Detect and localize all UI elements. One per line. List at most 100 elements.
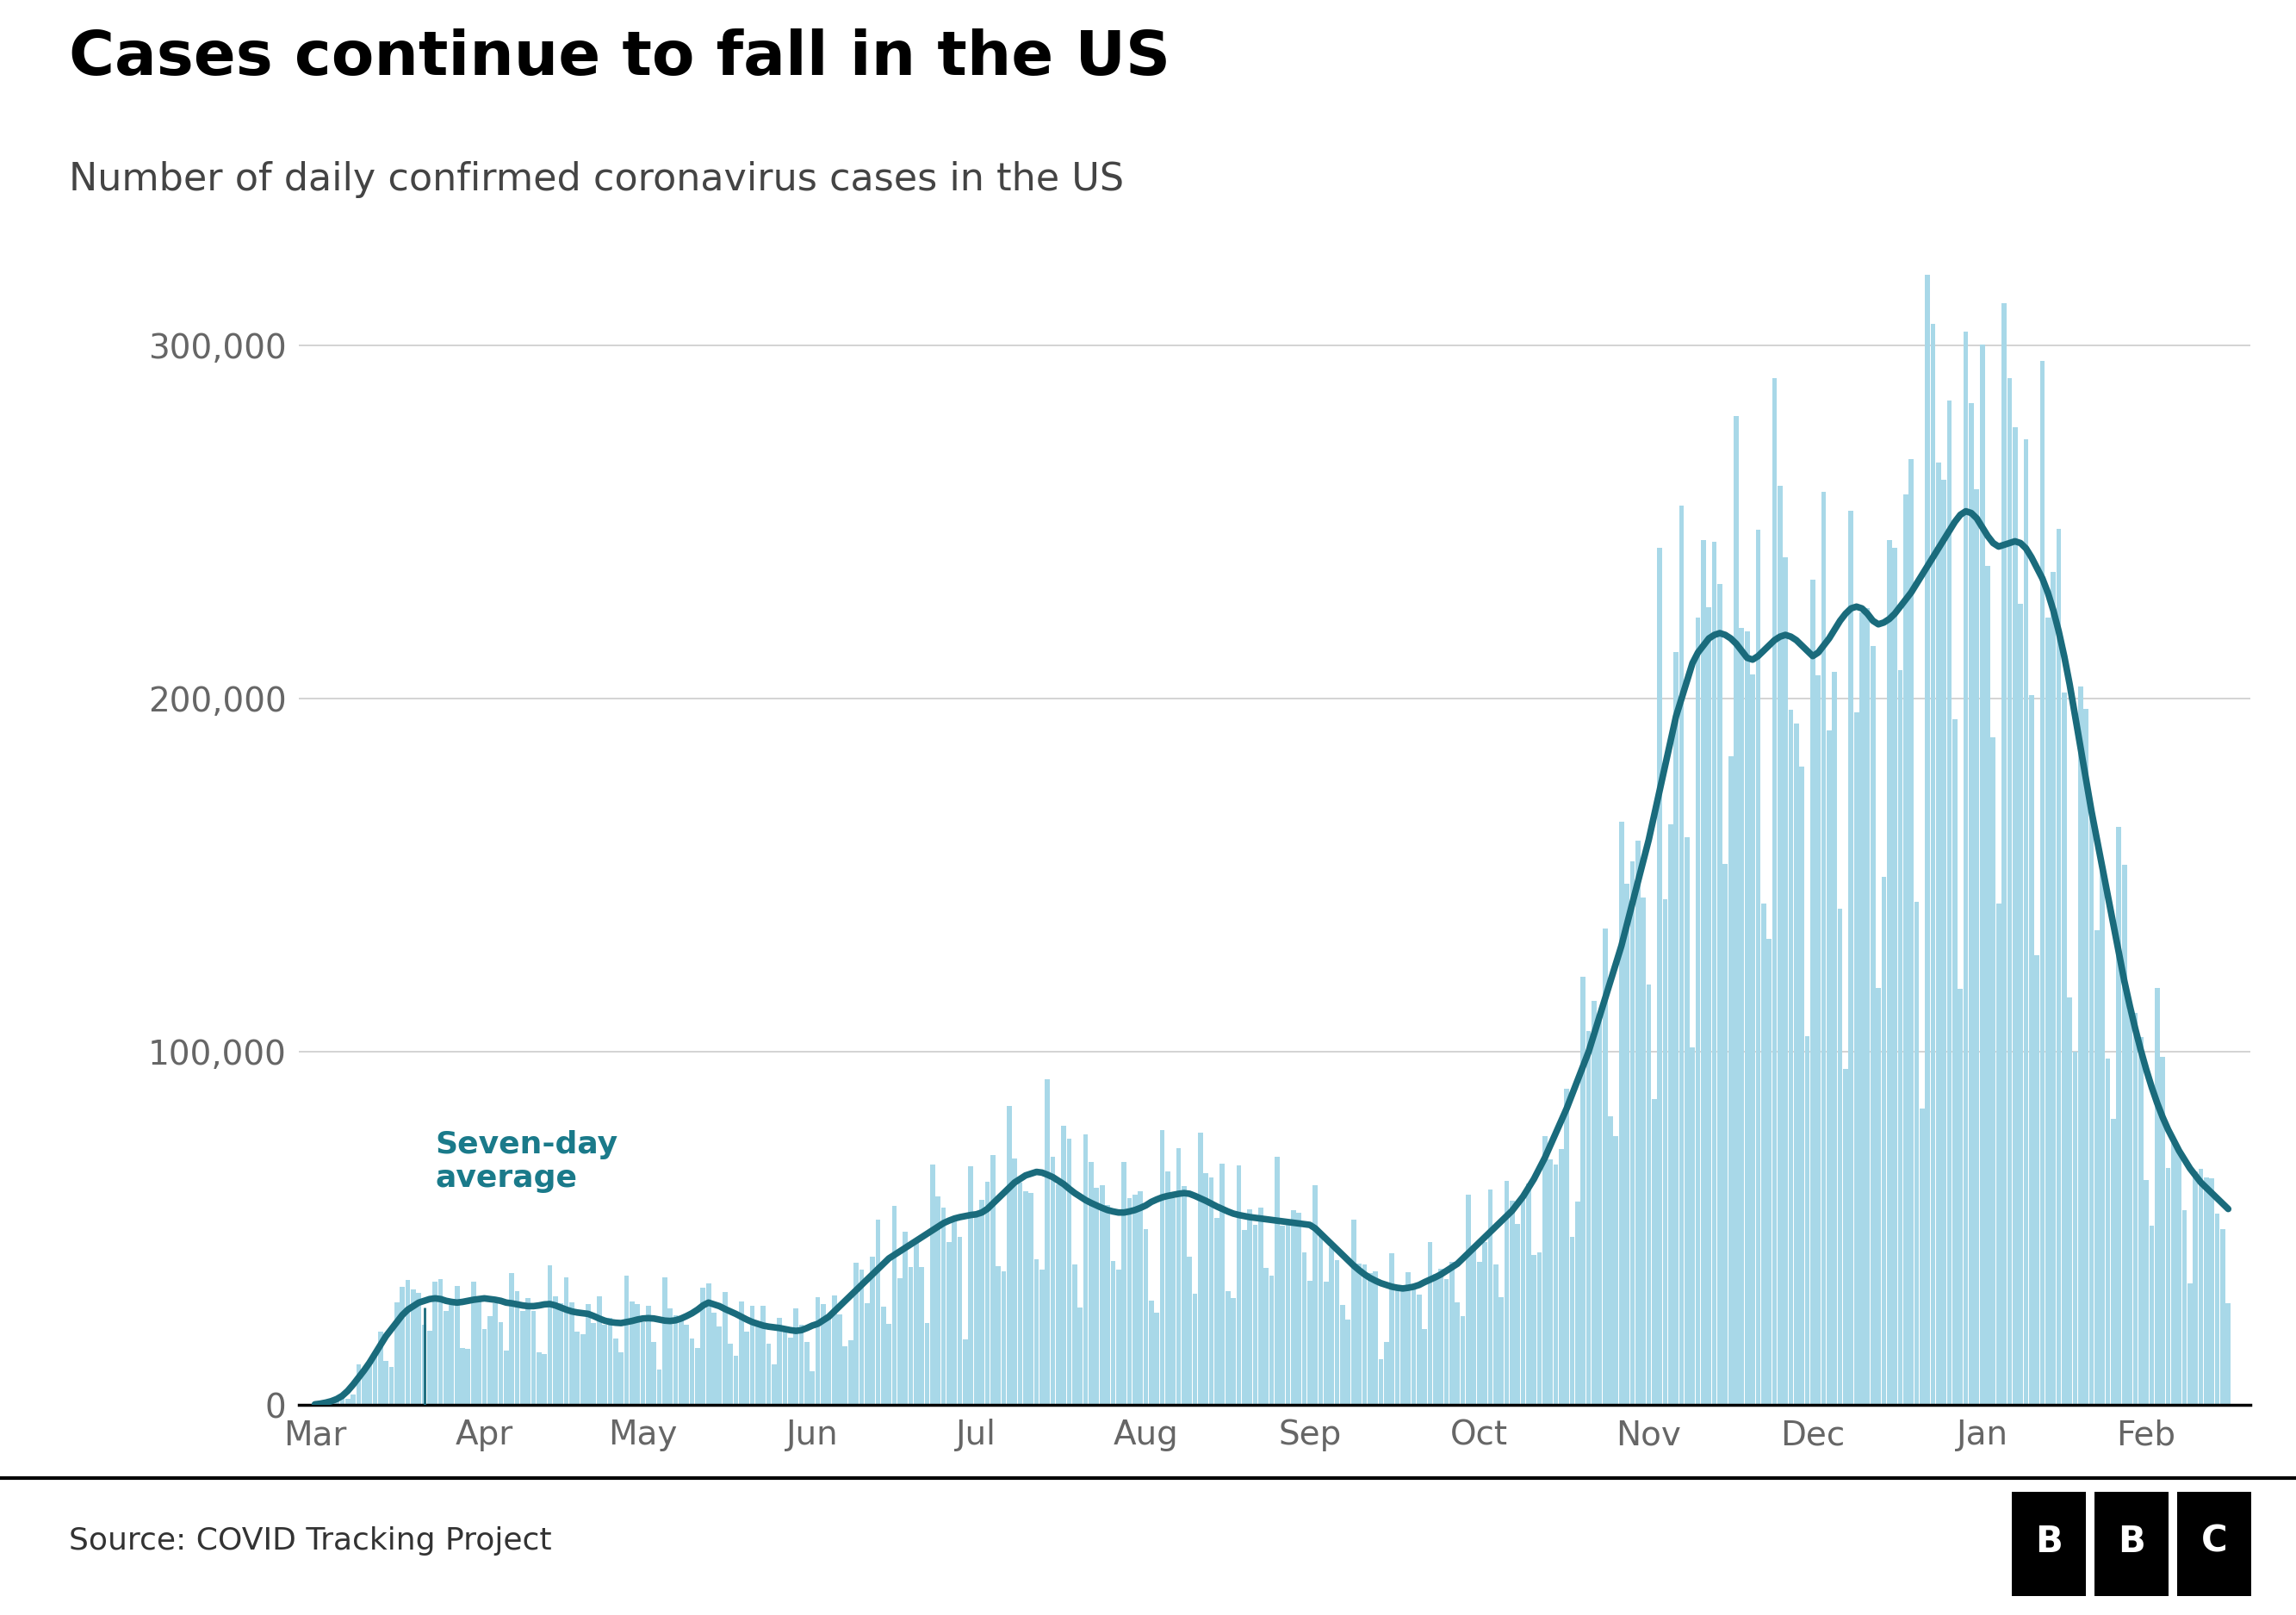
Bar (1908, 459, 1913, 1405)
Bar (1192, 1294, 1199, 1405)
Bar (1564, 1089, 1568, 1405)
Bar (891, 1206, 898, 1405)
Bar (356, 1365, 360, 1405)
Bar (1669, 824, 1674, 1405)
Bar (1899, 670, 1903, 1405)
Bar (1164, 1171, 1171, 1405)
Bar (1887, 539, 1892, 1405)
Text: B: B (2034, 1523, 2062, 1560)
Bar (1832, 672, 1837, 1405)
Bar (324, 1402, 328, 1405)
Text: B: B (2117, 1523, 2144, 1560)
Bar (2066, 998, 2073, 1405)
Bar (1143, 1229, 1148, 1405)
Bar (1635, 840, 1639, 1405)
Text: C: C (2202, 1523, 2227, 1560)
Bar (1476, 1261, 1481, 1405)
Bar (788, 1337, 792, 1405)
Bar (494, 1303, 498, 1405)
Bar (1428, 1242, 1433, 1405)
Bar (406, 1279, 411, 1405)
Bar (1915, 903, 1919, 1405)
Bar (1378, 1360, 1382, 1405)
Bar (1713, 541, 1717, 1405)
Bar (1341, 1305, 1345, 1405)
Bar (962, 1339, 969, 1405)
Bar (1975, 489, 1979, 1405)
Bar (1947, 401, 1952, 1405)
Bar (1290, 1211, 1295, 1405)
Bar (1281, 1226, 1286, 1405)
Bar (744, 1332, 748, 1405)
Bar (1460, 1316, 1465, 1405)
Bar (1100, 1185, 1104, 1405)
Bar (1607, 1116, 1612, 1405)
Bar (1837, 908, 1841, 1405)
Bar (1033, 1260, 1038, 1405)
Bar (1531, 1255, 1536, 1405)
Bar (2023, 439, 2027, 1405)
Bar (898, 1277, 902, 1405)
Bar (2050, 572, 2055, 1405)
Bar (1527, 1184, 1531, 1405)
Bar (558, 1303, 563, 1405)
Bar (597, 1297, 602, 1405)
Bar (1828, 730, 1832, 1405)
Bar (395, 1303, 400, 1405)
Bar (700, 1287, 705, 1405)
Bar (1045, 1079, 1049, 1405)
Bar (822, 1303, 827, 1405)
Bar (335, 1399, 340, 1405)
Bar (716, 1326, 721, 1405)
Bar (2057, 530, 2062, 1405)
Bar (1263, 1268, 1270, 1405)
Bar (317, 1403, 324, 1405)
Bar (553, 1297, 558, 1405)
Bar (2094, 930, 2099, 1405)
Bar (2105, 1059, 2110, 1405)
Bar (1029, 1192, 1033, 1405)
Bar (459, 1347, 464, 1405)
Bar (1357, 1265, 1362, 1405)
Bar (1231, 1298, 1235, 1405)
Bar (503, 1350, 510, 1405)
Bar (1040, 1269, 1045, 1405)
Bar (1733, 417, 1738, 1405)
Bar (1056, 1184, 1061, 1405)
Bar (1642, 898, 1646, 1405)
Bar (1242, 1231, 1247, 1405)
Bar (657, 1370, 661, 1405)
Bar (783, 1332, 788, 1405)
Bar (723, 1292, 728, 1405)
Bar (590, 1323, 597, 1405)
Bar (1199, 1132, 1203, 1405)
Bar (2014, 428, 2018, 1405)
FancyBboxPatch shape (2177, 1492, 2250, 1596)
Bar (732, 1357, 739, 1405)
Bar (1159, 1130, 1164, 1405)
Bar (760, 1307, 765, 1405)
Bar (1598, 1017, 1603, 1405)
Bar (455, 1286, 459, 1405)
Bar (1405, 1273, 1410, 1405)
Bar (1488, 1190, 1492, 1405)
Bar (1809, 580, 1816, 1405)
Bar (1717, 585, 1722, 1405)
Bar (2133, 1013, 2138, 1405)
Bar (2018, 604, 2023, 1405)
Bar (1111, 1261, 1116, 1405)
Bar (439, 1279, 443, 1405)
Bar (668, 1308, 673, 1405)
Bar (1116, 1269, 1120, 1405)
Bar (1440, 1269, 1444, 1405)
Bar (1499, 1297, 1504, 1405)
Bar (2110, 1119, 2117, 1405)
Bar (937, 1197, 941, 1405)
Bar (776, 1318, 783, 1405)
Bar (1013, 1158, 1017, 1405)
Bar (1389, 1253, 1394, 1405)
Bar (411, 1289, 416, 1405)
Bar (2149, 1226, 2154, 1405)
Bar (1061, 1126, 1065, 1405)
Bar (1306, 1281, 1313, 1405)
